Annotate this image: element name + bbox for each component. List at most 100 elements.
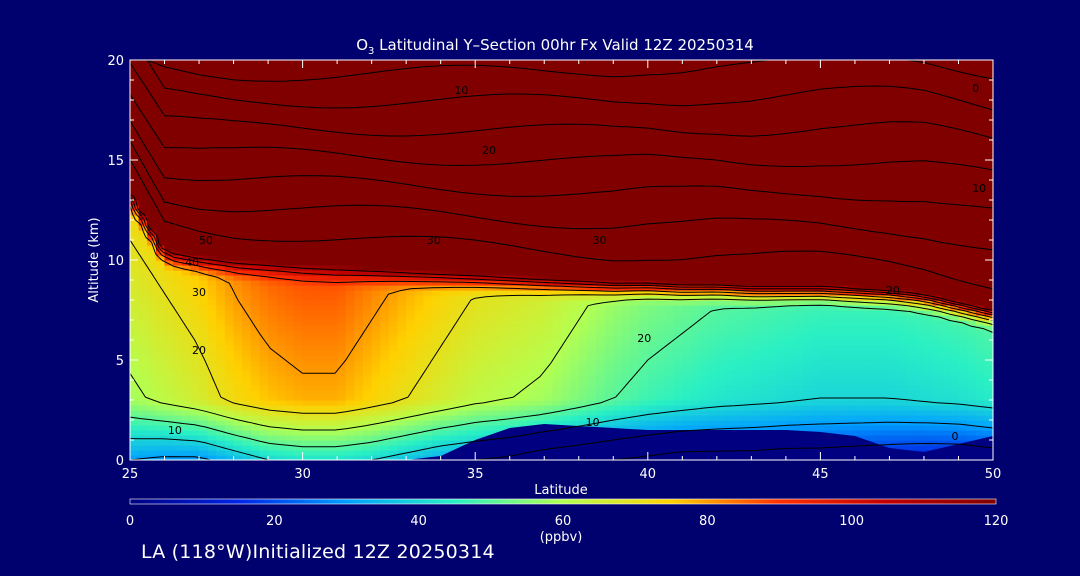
heatmap-cell bbox=[587, 295, 597, 301]
heatmap-cell bbox=[578, 325, 588, 331]
heatmap-cell bbox=[164, 455, 174, 460]
heatmap-cell bbox=[337, 320, 347, 326]
heatmap-cell bbox=[155, 185, 166, 191]
heatmap-cell bbox=[621, 150, 632, 156]
heatmap-cell bbox=[345, 175, 355, 181]
heatmap-cell bbox=[328, 320, 338, 326]
heatmap-cell bbox=[406, 155, 416, 161]
heatmap-cell bbox=[665, 345, 675, 351]
heatmap-cell bbox=[406, 420, 416, 426]
heatmap-cell bbox=[630, 75, 640, 81]
heatmap-cell bbox=[587, 140, 597, 146]
heatmap-cell bbox=[630, 355, 640, 361]
heatmap-cell bbox=[535, 310, 545, 316]
heatmap-cell bbox=[388, 380, 399, 386]
heatmap-cell bbox=[233, 220, 243, 226]
heatmap-cell bbox=[164, 350, 174, 356]
heatmap-cell bbox=[466, 220, 476, 226]
heatmap-cell bbox=[173, 190, 183, 196]
heatmap-cell bbox=[164, 385, 174, 391]
heatmap-cell bbox=[475, 240, 485, 246]
heatmap-cell bbox=[345, 445, 355, 451]
heatmap-cell bbox=[371, 265, 381, 271]
heatmap-cell bbox=[596, 230, 606, 236]
heatmap-cell bbox=[293, 250, 304, 256]
heatmap-cell bbox=[483, 65, 494, 71]
heatmap-cell bbox=[164, 275, 174, 281]
heatmap-cell bbox=[604, 240, 614, 246]
heatmap-cell bbox=[544, 130, 554, 136]
heatmap-cell bbox=[181, 215, 192, 221]
heatmap-cell bbox=[328, 220, 338, 226]
heatmap-cell bbox=[164, 140, 174, 146]
heatmap-cell bbox=[147, 140, 157, 146]
heatmap-cell bbox=[526, 60, 537, 66]
heatmap-cell bbox=[224, 300, 235, 306]
heatmap-cell bbox=[570, 370, 580, 376]
heatmap-cell bbox=[164, 335, 174, 341]
heatmap-cell bbox=[639, 155, 649, 161]
heatmap-cell bbox=[449, 395, 459, 401]
heatmap-cell bbox=[432, 360, 442, 366]
heatmap-cell bbox=[613, 170, 623, 176]
heatmap-cell bbox=[268, 305, 278, 311]
heatmap-cell bbox=[285, 140, 295, 146]
heatmap-cell bbox=[250, 70, 261, 76]
heatmap-cell bbox=[544, 340, 554, 346]
heatmap-cell bbox=[242, 365, 252, 371]
heatmap-cell bbox=[535, 185, 545, 191]
heatmap-cell bbox=[492, 130, 502, 136]
heatmap-cell bbox=[388, 270, 399, 276]
heatmap-cell bbox=[276, 85, 286, 91]
heatmap-cell bbox=[242, 230, 252, 236]
heatmap-cell bbox=[613, 200, 623, 206]
heatmap-cell bbox=[578, 400, 588, 406]
heatmap-cell bbox=[380, 165, 390, 171]
heatmap-cell bbox=[242, 430, 252, 436]
heatmap-cell bbox=[483, 310, 494, 316]
heatmap-cell bbox=[561, 370, 571, 376]
heatmap-cell bbox=[147, 445, 157, 451]
heatmap-cell bbox=[552, 75, 563, 81]
heatmap-cell bbox=[509, 90, 519, 96]
heatmap-cell bbox=[302, 365, 312, 371]
heatmap-cell bbox=[233, 400, 243, 406]
heatmap-cell bbox=[561, 160, 571, 166]
heatmap-cell bbox=[535, 215, 545, 221]
heatmap-cell bbox=[647, 255, 658, 261]
heatmap-cell bbox=[354, 385, 364, 391]
heatmap-cell bbox=[578, 335, 588, 341]
heatmap-cell bbox=[250, 80, 261, 86]
heatmap-cell bbox=[578, 220, 588, 226]
heatmap-cell bbox=[475, 75, 485, 81]
heatmap-cell bbox=[311, 385, 321, 391]
heatmap-cell bbox=[181, 430, 192, 436]
heatmap-cell bbox=[613, 155, 623, 161]
heatmap-cell bbox=[233, 440, 243, 446]
heatmap-cell bbox=[138, 365, 148, 371]
heatmap-cell bbox=[302, 400, 312, 406]
heatmap-cell bbox=[380, 285, 390, 291]
heatmap-cell bbox=[423, 260, 433, 266]
heatmap-cell bbox=[492, 230, 502, 236]
heatmap-cell bbox=[552, 410, 563, 416]
heatmap-cell bbox=[328, 380, 338, 386]
heatmap-cell bbox=[475, 205, 485, 211]
heatmap-cell bbox=[345, 280, 355, 286]
heatmap-cell bbox=[414, 170, 425, 176]
heatmap-cell bbox=[155, 150, 166, 156]
heatmap-cell bbox=[293, 230, 304, 236]
heatmap-cell bbox=[544, 255, 554, 261]
heatmap-cell bbox=[155, 260, 166, 266]
heatmap-cell bbox=[138, 175, 148, 181]
heatmap-cell bbox=[337, 315, 347, 321]
heatmap-cell bbox=[388, 135, 399, 141]
heatmap-cell bbox=[363, 310, 373, 316]
heatmap-cell bbox=[207, 150, 217, 156]
heatmap-cell bbox=[319, 260, 330, 266]
heatmap-cell bbox=[371, 250, 381, 256]
heatmap-cell bbox=[483, 155, 494, 161]
heatmap-cell bbox=[613, 425, 623, 431]
heatmap-cell bbox=[268, 365, 278, 371]
heatmap-cell bbox=[475, 140, 485, 146]
